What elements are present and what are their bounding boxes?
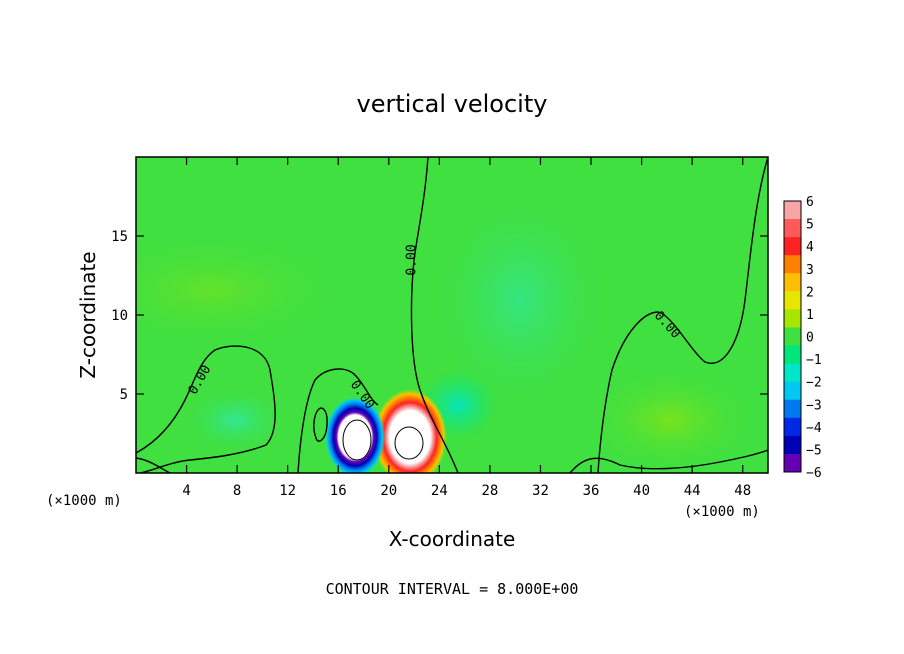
y-axis-title: Z-coordinate [76,251,100,378]
colorbar-segment [784,417,801,437]
colorbar-tick-label: 5 [806,218,814,233]
field-blob-upper-left [136,230,350,350]
contour-line [297,368,379,473]
colorbar-segment [784,435,801,455]
colorbar-segment [784,453,801,473]
colorbar-tick-label: 4 [806,240,814,255]
colorbar-tick-label: 6 [806,195,814,210]
colorbar-segment [784,219,801,238]
field-blob-right-lower [580,365,760,473]
colorbar-segment [784,201,801,220]
colorbar-segment [784,273,801,292]
contour-line [597,157,768,473]
colorbar-tick-label: −1 [806,353,822,368]
x-tick-label: 40 [633,483,650,499]
contour-label: 0.00 [405,244,420,275]
colorbar-segment [784,327,801,347]
contour-line [313,407,328,442]
x-tick-label: 16 [330,483,347,499]
colorbar-tick-label: −3 [806,398,822,413]
x-tick-label: 28 [481,483,498,499]
colorbar-tick-label: 0 [806,331,814,346]
colorbar-tick-label: −2 [806,376,822,391]
x-tick-label: 44 [684,483,701,499]
x-unit-label-right: (×1000 m) [684,504,760,520]
y-tick-label: 10 [111,308,128,324]
x-axis: 4 8 12 16 20 24 28 32 36 40 44 48 [182,157,751,499]
field-blob-center-teal [425,180,615,420]
x-tick-label: 36 [583,483,600,499]
colorbar-segment [784,399,801,419]
colorbar-segment [784,255,801,274]
contour-line [410,157,459,473]
colorbar-frame [783,200,802,473]
colorbar-segment [784,345,801,365]
zero-contours [136,157,768,473]
colorbar-segment [784,291,801,310]
colorbar-segment [784,363,801,383]
x-tick-label: 12 [279,483,296,499]
y-tick-label: 15 [111,229,128,245]
colorbar-tick-label: −5 [806,443,822,458]
colorbar: 6 5 4 3 2 1 0 −1 −2 −3 −4 −5 −6 [783,195,822,481]
x-tick-label: 4 [182,483,190,499]
colorbar-tick-label: 3 [806,263,814,278]
contour-interval-text: CONTOUR INTERVAL = 8.000E+00 [326,580,579,598]
contour-line [136,457,171,473]
colorbar-tick-label: −4 [806,421,822,436]
colorbar-tick-label: 2 [806,285,814,300]
contour-line [569,449,768,473]
plot-area: 0.00 0.00 0.00 0.00 [136,157,768,473]
field-blob-left-teal [180,385,290,455]
colorbar-tick-label: −6 [806,466,822,481]
x-tick-label: 20 [380,483,397,499]
colorbar-segment [784,381,801,401]
updraft-core [394,426,424,460]
x-tick-label: 8 [233,483,241,499]
colorbar-segment [784,237,801,256]
contour-line [136,345,276,473]
x-axis-title: X-coordinate [389,527,516,551]
chart-title: vertical velocity [357,90,548,118]
x-unit-label-left: (×1000 m) [46,493,122,509]
x-tick-label: 24 [431,483,448,499]
y-tick-label: 5 [120,387,128,403]
y-axis: 5 10 15 [111,229,768,403]
x-tick-label: 32 [532,483,549,499]
downdraft-core [342,419,372,461]
colorbar-segment [784,309,801,328]
colorbar-tick-label: 1 [806,308,814,323]
x-tick-label: 48 [734,483,751,499]
